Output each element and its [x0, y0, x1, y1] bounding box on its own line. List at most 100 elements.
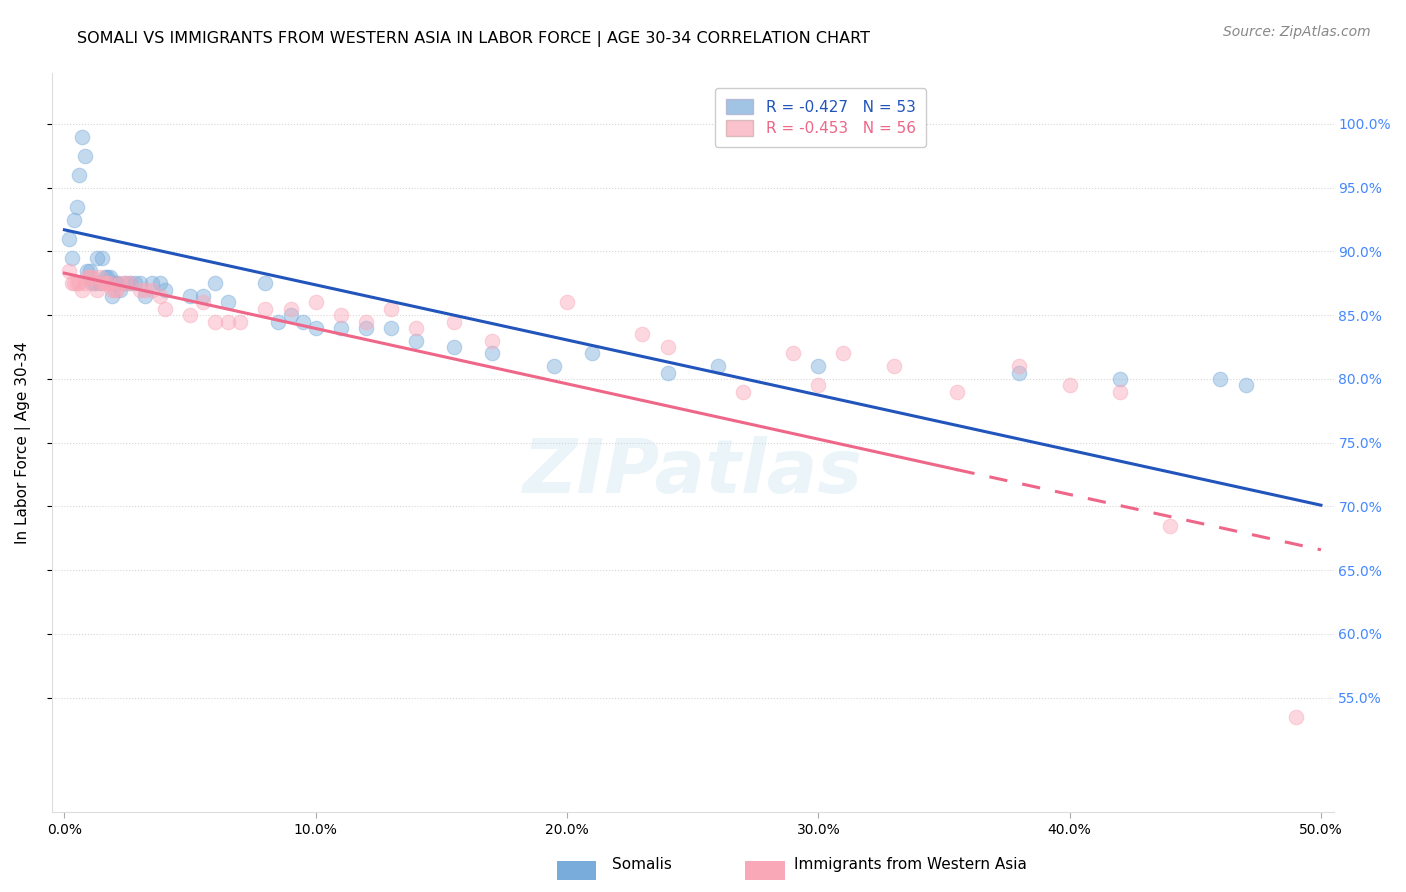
Point: [1209, 372, 1232, 386]
Point: [1109, 384, 1132, 399]
Point: [63, 212, 86, 227]
Point: [98, 277, 121, 291]
Point: [73, 149, 96, 163]
Point: [141, 277, 163, 291]
Point: [204, 315, 226, 329]
Point: [76, 263, 98, 277]
Point: [80, 270, 103, 285]
Point: [60, 277, 83, 291]
Text: SOMALI VS IMMIGRANTS FROM WESTERN ASIA IN LABOR FORCE | AGE 30-34 CORRELATION CH: SOMALI VS IMMIGRANTS FROM WESTERN ASIA I…: [77, 31, 870, 47]
Point: [631, 327, 654, 342]
Point: [405, 321, 427, 335]
Point: [217, 295, 239, 310]
Point: [354, 315, 377, 329]
Point: [105, 277, 128, 291]
Point: [104, 283, 127, 297]
Point: [86, 251, 108, 265]
Point: [254, 277, 277, 291]
Point: [481, 346, 503, 360]
Point: [134, 283, 156, 297]
Point: [280, 308, 302, 322]
Point: [101, 289, 124, 303]
Point: [543, 359, 565, 374]
Point: [79, 263, 101, 277]
Point: [98, 270, 121, 285]
Point: [69, 277, 91, 291]
Point: [305, 321, 328, 335]
Point: [69, 168, 91, 182]
Point: [91, 251, 114, 265]
Point: [807, 359, 830, 374]
Point: [1008, 366, 1031, 380]
Point: [354, 321, 377, 335]
Point: [807, 378, 830, 392]
Point: [104, 277, 127, 291]
Point: [832, 346, 855, 360]
Point: [79, 270, 101, 285]
Point: [292, 315, 315, 329]
Point: [280, 301, 302, 316]
Point: [581, 346, 603, 360]
Point: [141, 283, 163, 297]
Point: [118, 277, 141, 291]
Point: [89, 270, 111, 285]
Y-axis label: In Labor Force | Age 30-34: In Labor Force | Age 30-34: [15, 342, 31, 544]
Point: [114, 277, 136, 291]
Point: [179, 289, 201, 303]
Point: [657, 340, 679, 354]
Point: [108, 283, 131, 297]
Point: [443, 340, 465, 354]
Point: [217, 315, 239, 329]
Point: [128, 283, 150, 297]
Point: [555, 295, 578, 310]
Point: [305, 295, 328, 310]
Point: [380, 321, 402, 335]
Text: Immigrants from Western Asia: Immigrants from Western Asia: [794, 857, 1028, 872]
Point: [60, 251, 83, 265]
Point: [153, 283, 176, 297]
Point: [83, 277, 105, 291]
Point: [204, 277, 226, 291]
Point: [481, 334, 503, 348]
Point: [58, 263, 80, 277]
Point: [73, 277, 96, 291]
Point: [70, 283, 93, 297]
Point: [329, 308, 352, 322]
Point: [782, 346, 804, 360]
Point: [945, 384, 967, 399]
Legend: R = -0.427   N = 53, R = -0.453   N = 56: R = -0.427 N = 53, R = -0.453 N = 56: [716, 88, 927, 146]
Point: [443, 315, 465, 329]
Point: [883, 359, 905, 374]
Point: [96, 277, 118, 291]
Text: Source: ZipAtlas.com: Source: ZipAtlas.com: [1223, 25, 1371, 39]
Point: [1059, 378, 1081, 392]
Point: [191, 289, 214, 303]
Point: [405, 334, 427, 348]
Point: [101, 283, 124, 297]
Point: [254, 301, 277, 316]
Point: [105, 283, 128, 297]
Point: [93, 270, 115, 285]
Point: [124, 277, 146, 291]
Point: [707, 359, 730, 374]
Point: [153, 301, 176, 316]
Point: [86, 283, 108, 297]
Text: ZIPatlas: ZIPatlas: [523, 436, 863, 508]
Point: [96, 270, 118, 285]
Point: [76, 270, 98, 285]
Point: [329, 321, 352, 335]
Point: [128, 277, 150, 291]
Point: [1159, 518, 1181, 533]
Point: [267, 315, 290, 329]
Point: [229, 315, 252, 329]
Point: [1285, 710, 1308, 724]
Point: [83, 277, 105, 291]
Point: [731, 384, 754, 399]
Point: [89, 277, 111, 291]
Point: [93, 277, 115, 291]
Point: [179, 308, 201, 322]
Point: [149, 289, 172, 303]
Point: [134, 289, 156, 303]
Text: Somalis: Somalis: [612, 857, 672, 872]
Point: [1109, 372, 1132, 386]
